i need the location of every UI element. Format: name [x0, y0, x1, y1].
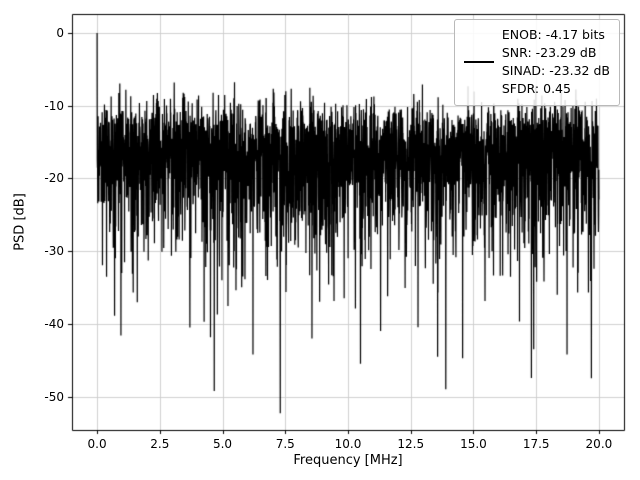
legend-entry-sfdr: SFDR: 0.45	[501, 81, 571, 97]
y-tick-label: -50	[44, 389, 64, 404]
legend-entries: ENOB: -4.17 bits SNR: -23.29 dB SINAD: -…	[502, 26, 610, 99]
x-axis-label: Frequency [MHz]	[293, 453, 403, 468]
legend-line-sample	[463, 61, 494, 64]
x-tick-label: 2.5	[150, 437, 170, 451]
legend-entry-snr: SNR: -23.29 dB	[501, 45, 597, 61]
y-axis-label: PSD [dB]	[12, 193, 28, 251]
x-tick-label: 0.0	[87, 437, 107, 451]
y-tick-label: -40	[44, 316, 64, 331]
x-tick-label: 7.5	[275, 437, 295, 451]
x-tick-label: 15.0	[460, 437, 487, 451]
x-tick-label: 10.0	[334, 437, 362, 451]
y-tick-label: 0	[56, 25, 64, 40]
y-tick-label: -10	[44, 98, 64, 113]
legend: ENOB: -4.17 bits SNR: -23.29 dB SINAD: -…	[453, 19, 620, 106]
x-tick-label: 5.0	[212, 437, 233, 451]
y-tick-label: -20	[44, 171, 64, 186]
y-tick-label: -30	[44, 244, 64, 259]
x-tick-label: 12.5	[397, 437, 425, 451]
x-tick-label: 20.0	[585, 437, 613, 451]
legend-entry-enob: ENOB: -4.17 bits	[501, 27, 605, 42]
x-tick-label: 17.5	[522, 437, 550, 451]
legend-entry-sinad: SINAD: -23.32 dB	[501, 63, 610, 79]
